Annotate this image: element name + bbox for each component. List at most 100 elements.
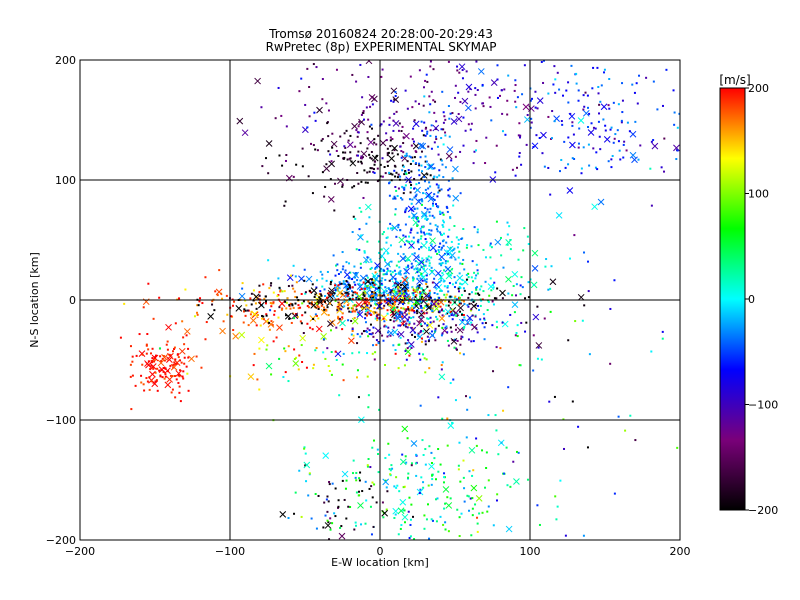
data-point — [437, 324, 440, 327]
data-point — [452, 249, 455, 252]
data-point — [472, 162, 475, 165]
data-point-x — [425, 191, 433, 199]
data-point — [327, 135, 330, 138]
data-point — [341, 316, 344, 319]
data-point — [401, 453, 404, 456]
data-point — [278, 357, 281, 360]
data-point — [181, 320, 184, 323]
data-point — [421, 439, 424, 442]
data-point — [501, 321, 504, 324]
chart-subtitle: RwPretec (8p) EXPERIMENTAL SKYMAP — [266, 40, 497, 54]
data-point — [446, 444, 449, 447]
data-point-x — [161, 354, 168, 361]
data-point-x — [336, 289, 344, 297]
data-point — [652, 80, 655, 83]
data-point — [145, 352, 148, 355]
x-axis-label: E-W location [km] — [331, 556, 429, 569]
data-point — [392, 320, 395, 323]
data-point — [424, 238, 427, 241]
data-point — [626, 121, 629, 124]
data-point — [380, 267, 383, 270]
data-point — [245, 304, 248, 307]
data-point — [346, 291, 349, 294]
data-point — [340, 525, 343, 528]
data-point — [518, 155, 521, 158]
data-point — [386, 236, 389, 239]
data-point — [145, 344, 148, 347]
data-point — [407, 169, 410, 172]
data-point — [447, 179, 450, 182]
data-point-x — [420, 172, 428, 179]
data-point — [471, 280, 474, 283]
data-point — [442, 121, 445, 124]
data-point — [405, 152, 408, 155]
data-point — [444, 262, 447, 265]
x-tick-label: −200 — [65, 545, 95, 558]
data-point — [375, 343, 378, 346]
data-point — [211, 303, 214, 306]
data-point — [547, 115, 550, 118]
data-point — [420, 235, 423, 238]
data-point — [507, 74, 510, 77]
data-point — [289, 302, 292, 305]
data-point — [351, 472, 354, 475]
data-point — [232, 329, 235, 332]
data-point — [343, 132, 346, 135]
data-point — [293, 357, 296, 360]
data-point — [323, 308, 326, 311]
data-point — [346, 288, 349, 291]
data-point-x — [166, 356, 173, 363]
data-point — [497, 453, 500, 456]
data-point — [433, 292, 436, 295]
data-point — [639, 144, 642, 147]
data-point — [244, 299, 247, 302]
data-point — [433, 193, 436, 196]
data-point — [402, 324, 405, 327]
data-point — [399, 320, 402, 323]
data-point-x — [446, 146, 454, 153]
data-point — [489, 242, 492, 245]
data-point — [406, 347, 409, 350]
data-point — [299, 320, 302, 323]
data-point-x — [235, 305, 243, 312]
data-point — [372, 344, 375, 347]
data-point — [357, 150, 360, 153]
data-point — [459, 352, 462, 355]
data-point — [402, 307, 405, 310]
data-point — [444, 166, 447, 169]
data-point — [304, 311, 307, 314]
data-point-x — [170, 363, 178, 371]
data-point-x — [438, 373, 446, 381]
data-point — [378, 280, 381, 283]
data-point — [281, 290, 284, 293]
data-point — [360, 160, 363, 163]
data-point — [360, 162, 363, 165]
data-point — [389, 319, 392, 322]
data-point — [412, 279, 415, 282]
data-point — [567, 136, 570, 139]
data-point — [358, 479, 361, 482]
data-point — [410, 144, 413, 147]
data-point — [363, 290, 366, 293]
data-point-x — [513, 478, 520, 485]
data-point — [603, 71, 606, 74]
data-point — [460, 337, 463, 340]
data-point — [418, 352, 421, 355]
data-point — [152, 317, 155, 320]
data-point — [412, 303, 415, 306]
data-point — [390, 260, 393, 263]
data-point — [395, 264, 398, 267]
data-point — [301, 147, 304, 150]
data-point — [256, 313, 259, 316]
data-point — [435, 315, 438, 318]
data-point — [380, 279, 383, 282]
data-point — [375, 294, 378, 297]
data-point — [386, 490, 389, 493]
data-point — [172, 350, 175, 353]
data-point — [360, 157, 363, 160]
data-point — [155, 379, 158, 382]
data-point — [329, 302, 332, 305]
data-point-x — [591, 203, 599, 211]
data-point — [383, 364, 386, 367]
data-point — [283, 347, 286, 350]
